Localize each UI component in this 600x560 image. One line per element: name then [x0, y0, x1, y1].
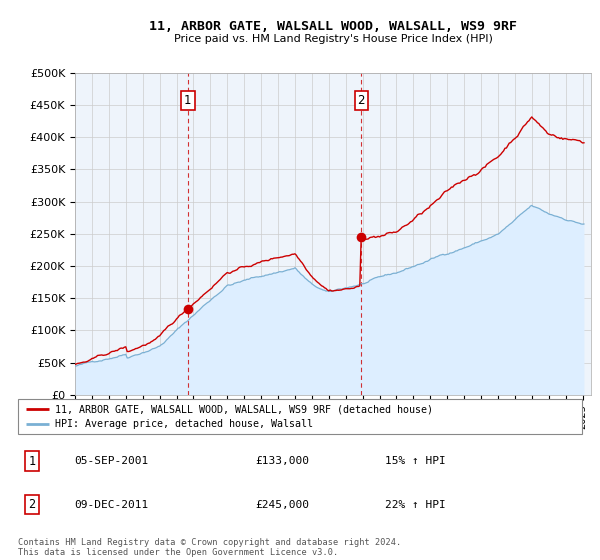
Text: 2: 2 [358, 94, 365, 106]
Text: 22% ↑ HPI: 22% ↑ HPI [385, 500, 445, 510]
Text: 2: 2 [29, 498, 35, 511]
Text: HPI: Average price, detached house, Walsall: HPI: Average price, detached house, Wals… [55, 419, 313, 430]
Text: 1: 1 [184, 94, 191, 106]
Text: £133,000: £133,000 [255, 456, 309, 466]
Text: 11, ARBOR GATE, WALSALL WOOD, WALSALL, WS9 9RF (detached house): 11, ARBOR GATE, WALSALL WOOD, WALSALL, W… [55, 404, 433, 414]
Text: Price paid vs. HM Land Registry's House Price Index (HPI): Price paid vs. HM Land Registry's House … [173, 34, 493, 44]
Text: 11, ARBOR GATE, WALSALL WOOD, WALSALL, WS9 9RF: 11, ARBOR GATE, WALSALL WOOD, WALSALL, W… [149, 20, 517, 32]
Text: 09-DEC-2011: 09-DEC-2011 [74, 500, 149, 510]
Text: 05-SEP-2001: 05-SEP-2001 [74, 456, 149, 466]
Text: 15% ↑ HPI: 15% ↑ HPI [385, 456, 445, 466]
Text: £245,000: £245,000 [255, 500, 309, 510]
Text: Contains HM Land Registry data © Crown copyright and database right 2024.
This d: Contains HM Land Registry data © Crown c… [18, 538, 401, 557]
Text: 1: 1 [29, 455, 35, 468]
FancyBboxPatch shape [18, 399, 582, 434]
